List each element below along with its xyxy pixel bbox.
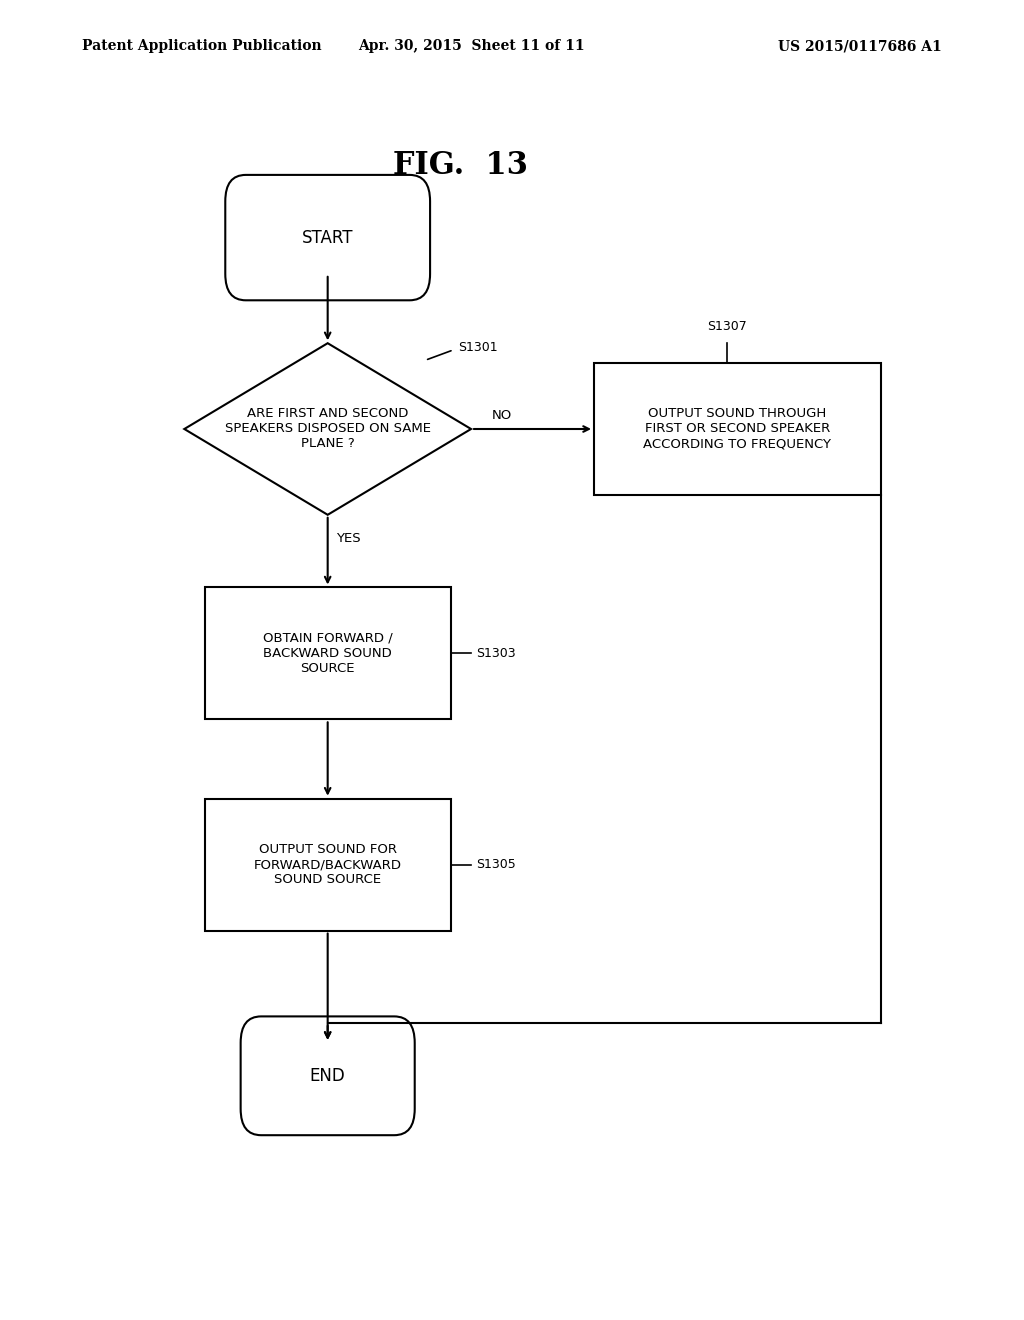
Text: Patent Application Publication: Patent Application Publication (82, 40, 322, 53)
Polygon shape (184, 343, 471, 515)
FancyBboxPatch shape (594, 363, 881, 495)
Text: OUTPUT SOUND FOR
FORWARD/BACKWARD
SOUND SOURCE: OUTPUT SOUND FOR FORWARD/BACKWARD SOUND … (254, 843, 401, 886)
Text: US 2015/0117686 A1: US 2015/0117686 A1 (778, 40, 942, 53)
Text: Apr. 30, 2015  Sheet 11 of 11: Apr. 30, 2015 Sheet 11 of 11 (357, 40, 585, 53)
Text: S1303: S1303 (476, 647, 516, 660)
FancyBboxPatch shape (241, 1016, 415, 1135)
FancyBboxPatch shape (205, 799, 451, 931)
Text: FIG.  13: FIG. 13 (393, 149, 528, 181)
FancyBboxPatch shape (225, 176, 430, 301)
Text: OBTAIN FORWARD /
BACKWARD SOUND
SOURCE: OBTAIN FORWARD / BACKWARD SOUND SOURCE (263, 632, 392, 675)
Text: S1301: S1301 (458, 341, 498, 354)
Text: YES: YES (336, 532, 360, 545)
FancyBboxPatch shape (205, 587, 451, 719)
Text: START: START (302, 228, 353, 247)
Text: NO: NO (492, 409, 512, 422)
Text: OUTPUT SOUND THROUGH
FIRST OR SECOND SPEAKER
ACCORDING TO FREQUENCY: OUTPUT SOUND THROUGH FIRST OR SECOND SPE… (643, 408, 831, 450)
Text: S1307: S1307 (708, 319, 746, 333)
Text: END: END (310, 1067, 345, 1085)
Text: ARE FIRST AND SECOND
SPEAKERS DISPOSED ON SAME
PLANE ?: ARE FIRST AND SECOND SPEAKERS DISPOSED O… (224, 408, 431, 450)
Text: S1305: S1305 (476, 858, 516, 871)
